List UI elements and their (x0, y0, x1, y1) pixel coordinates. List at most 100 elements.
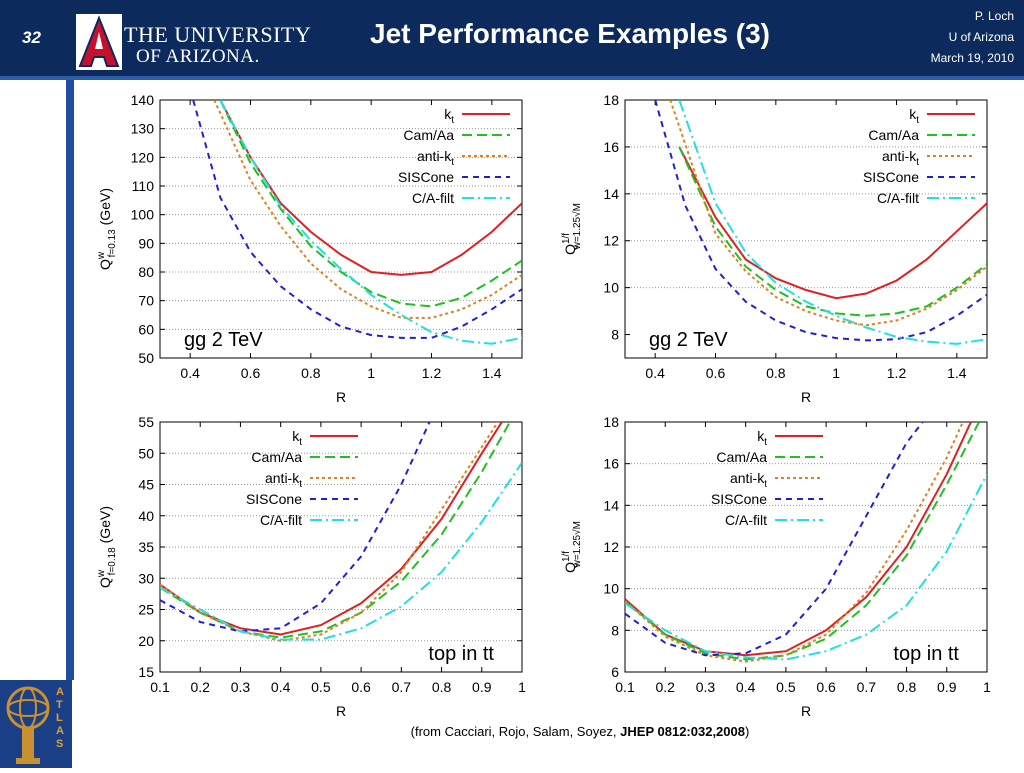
y-tick-label: 12 (603, 233, 619, 249)
legend-label: SISCone (246, 491, 302, 507)
y-axis-label-sub: w=1.25√M (571, 203, 583, 250)
y-tick-label: 16 (603, 139, 619, 155)
x-tick-label: 0.2 (190, 679, 210, 695)
plot-annotation: gg 2 TeV (184, 329, 263, 351)
y-tick-label: 130 (131, 121, 155, 137)
atlas-label: ATLAS (56, 686, 64, 750)
x-tick-label: 1 (518, 679, 526, 695)
y-axis-label-main: Q (97, 259, 113, 270)
y-tick-label: 140 (131, 92, 155, 108)
x-tick-label: 0.3 (231, 679, 251, 695)
legend-label-sub: t (916, 115, 919, 126)
y-tick-label: 20 (138, 633, 154, 649)
legend-label-main: C/A-filt (877, 190, 919, 206)
y-tick-label: 16 (603, 456, 619, 472)
series-group (160, 422, 522, 642)
x-tick-label: 0.8 (432, 679, 452, 695)
y-tick-label: 8 (611, 622, 619, 638)
x-tick-label: 1 (367, 365, 375, 381)
series-line-k (625, 422, 972, 657)
legend-label-main: SISCone (711, 491, 767, 507)
series-line-camaa (625, 422, 980, 661)
x-tick-label: 1.4 (482, 365, 502, 381)
x-tick-label: 0.4 (736, 679, 756, 695)
legend-label: Cam/Aa (403, 127, 454, 143)
series-group (192, 100, 522, 345)
x-tick-label: 0.6 (816, 679, 836, 695)
legend-label: kt (444, 106, 454, 126)
x-tick-label: 0.1 (615, 679, 635, 695)
citation-caption: (from Cacciari, Rojo, Salam, Soyez, JHEP… (330, 724, 830, 739)
x-tick-label: 0.7 (392, 679, 412, 695)
y-tick-label: 8 (611, 327, 619, 343)
atlas-logo: ATLAS (0, 680, 72, 768)
legend-label-main: k (757, 428, 765, 444)
atlas-logo-icon (6, 686, 50, 764)
chart-svg: 15 20 25 30 35 40 45 50 55 0.1 0.2 0.3 0.4 0.5 0.6 0.7 0… (96, 414, 526, 719)
legend-label-main: C/A-filt (260, 512, 302, 528)
legend-label-sub: t (299, 437, 302, 448)
chart-svg: 50 60 70 80 90 100 110 120 130 140 0.4 0.6 0.8 1 1.2 1.… (96, 92, 523, 405)
y-tick-label: 6 (611, 664, 619, 680)
x-tick-label: 0.2 (655, 679, 675, 695)
sidebar-accent-line (66, 80, 74, 680)
y-tick-label: 120 (131, 149, 155, 165)
legend-label: C/A-filt (412, 190, 454, 206)
x-tick-label: 1 (832, 365, 840, 381)
series-line-siscone (654, 100, 987, 342)
legend-label-main: k (292, 428, 300, 444)
chart-svg: 6 8 10 12 14 16 18 0.1 0.2 0.3 0.4 0.5 0.6 0.7 0.8 0.9 1… (561, 414, 991, 719)
x-tick-label: 0.7 (857, 679, 877, 695)
y-axis-label: Q1/fw=1.25√M (561, 203, 583, 255)
y-axis-label-sup: 1/f (561, 233, 572, 244)
y-tick-label: 80 (138, 264, 154, 280)
author-affiliation: U of Arizona (948, 30, 1014, 44)
series-line-cafilt (625, 473, 987, 661)
author-block: P. Loch U of Arizona March 19, 2010 (931, 6, 1014, 69)
author-name: P. Loch (974, 9, 1014, 23)
x-tick-label: 0.9 (937, 679, 957, 695)
legend-label: kt (757, 428, 767, 448)
university-name-line1: THE UNIVERSITY (124, 22, 312, 47)
series-line-camaa (678, 146, 987, 317)
series-line-cafilt (678, 100, 987, 345)
presentation-date: March 19, 2010 (930, 51, 1014, 65)
y-tick-label: 10 (603, 280, 619, 296)
x-tick-label: 1.2 (887, 365, 907, 381)
chart-gg-q-1f: 8 10 12 14 16 18 0.4 0.6 0.8 1 1.2 1.4 R Q1/fw=1.25√M… (555, 90, 995, 408)
chart-svg: 8 10 12 14 16 18 0.4 0.6 0.8 1 1.2 1.4 R Q1/fw=1.25√M… (561, 92, 988, 405)
legend-label: anti-kt (882, 148, 919, 168)
legend-label-main: C/A-filt (412, 190, 454, 206)
y-axis-label-sub: f=0.18 (107, 547, 118, 576)
series-group (654, 100, 987, 345)
x-tick-label: 1 (983, 679, 991, 695)
x-tick-label: 0.6 (241, 365, 261, 381)
plot-frame (159, 99, 523, 359)
y-tick-label: 14 (603, 497, 619, 513)
legend-label: anti-kt (417, 148, 454, 168)
plot-annotation: gg 2 TeV (649, 329, 728, 351)
y-tick-label: 90 (138, 235, 154, 251)
series-line-k (678, 146, 987, 300)
legend-label: kt (909, 106, 919, 126)
series-line-cafilt (219, 100, 522, 345)
x-axis-label: R (801, 389, 811, 405)
y-tick-label: 18 (603, 414, 619, 430)
y-tick-label: 30 (138, 570, 154, 586)
series-group (625, 422, 987, 663)
x-tick-label: 0.8 (766, 365, 786, 381)
x-axis-label: R (336, 389, 346, 405)
y-axis-label-main: Q (97, 577, 113, 588)
chart-gg-q-w: 50 60 70 80 90 100 110 120 130 140 0.4 0.6 0.8 1 1.2 1.… (90, 90, 530, 408)
legend-label-main: Cam/Aa (251, 449, 302, 465)
series-line-cafilt (160, 462, 522, 641)
plot-frame (624, 421, 988, 673)
caption-suffix: ) (744, 724, 750, 739)
plot-frame (624, 99, 988, 359)
y-tick-label: 110 (132, 178, 155, 194)
left-sidebar (0, 80, 66, 768)
chart-top-q-1f: 6 8 10 12 14 16 18 0.1 0.2 0.3 0.4 0.5 0.6 0.7 0.8 0.9 1… (555, 412, 995, 722)
legend-label: SISCone (398, 169, 454, 185)
legend-label-sub: t (451, 115, 454, 126)
y-tick-label: 40 (138, 508, 154, 524)
